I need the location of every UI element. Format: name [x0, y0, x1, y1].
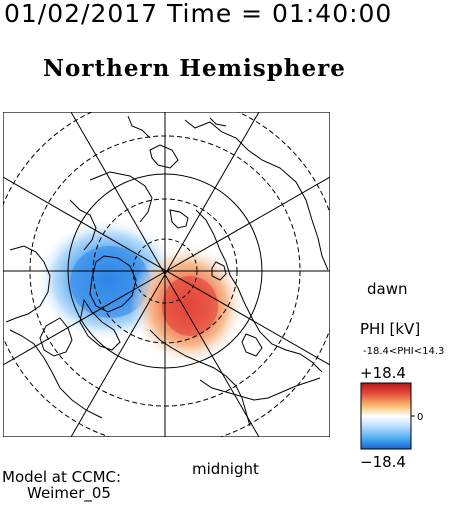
- dawn-label: dawn: [367, 280, 408, 298]
- coastlines: [5, 115, 329, 427]
- meridian-lines: [3, 112, 330, 437]
- midnight-label: midnight: [192, 460, 259, 478]
- timestamp: 01/02/2017 Time = 01:40:00: [4, 0, 392, 28]
- colorbar-zero-label: 0: [417, 412, 423, 423]
- colorbar-gradient: [360, 382, 412, 450]
- model-label: Model at CCMC:: [2, 468, 121, 486]
- colorbar-title: PHI [kV]: [360, 320, 420, 338]
- colorbar-range: -18.4<PHI<14.3: [363, 346, 444, 357]
- page-title: Northern Hemisphere: [43, 55, 346, 82]
- positive-potential-core: [162, 276, 218, 336]
- polar-map: [3, 112, 330, 437]
- colorbar-min-label: −18.4: [360, 453, 406, 471]
- negative-potential-core: [70, 246, 150, 318]
- model-name: Weimer_05: [27, 484, 111, 503]
- colorbar-max-label: +18.4: [360, 364, 406, 382]
- colorbar: PHI [kV] -18.4<PHI<14.3 +18.4 0 −18.4: [360, 320, 444, 471]
